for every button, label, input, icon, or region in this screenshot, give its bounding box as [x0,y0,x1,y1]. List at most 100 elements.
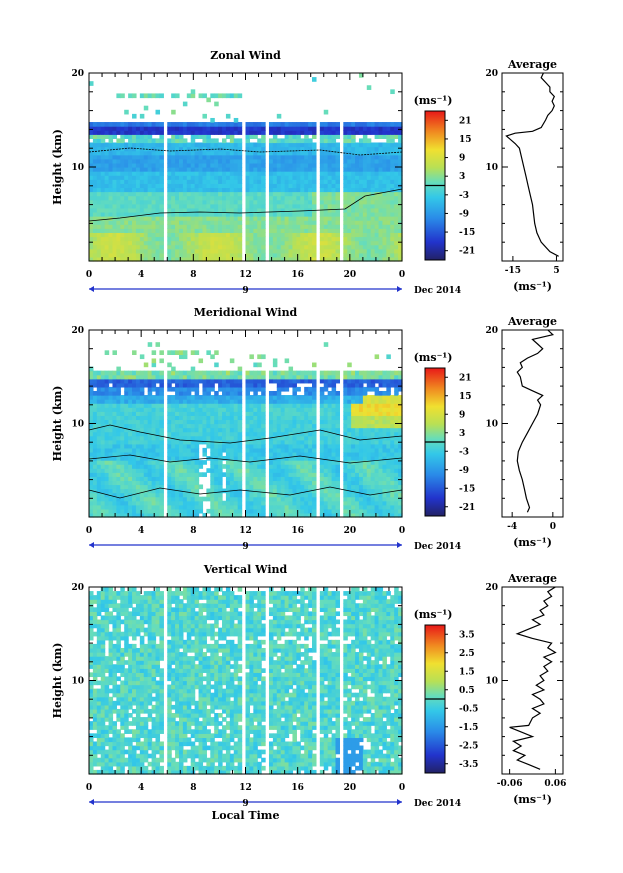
colorbar-tick-label: -0.5 [459,704,478,714]
y-tick-label: 20 [71,326,84,336]
colorbar-tick-label: -2.5 [459,741,478,751]
profile-y-tick-label: 10 [485,677,498,687]
colorbar-tick-label: 21 [459,116,472,126]
x-tick-label: 0 [86,783,92,793]
plot-title: Vertical Wind [203,563,288,576]
colorbar-tick-label: -15 [459,484,475,494]
plot-title: Zonal Wind [210,49,281,62]
zero-contour [88,188,403,222]
mid-contour [88,454,403,464]
date-span-arrow [397,286,402,292]
zero-contour [88,424,403,444]
profile-frame [501,586,564,775]
y-axis-label: Height (km) [51,643,64,719]
y-tick-label: 20 [71,69,84,79]
date-span-arrow [89,286,94,292]
colorbar-tick-label: 15 [459,392,472,402]
profile-x-tick-label: 0.06 [544,779,566,789]
profile-line [505,72,559,257]
x-tick-label: 12 [239,783,252,793]
x-tick-label: 0 [86,526,92,536]
colorbar-tick-label: -21 [459,503,475,513]
x-tick-label: 4 [138,783,144,793]
x-tick-label: 20 [344,783,357,793]
profile-x-tick-label: -15 [505,266,521,276]
x-tick-label: 8 [190,526,196,536]
profile-y-tick-label: 20 [485,583,498,593]
profile-y-tick-label: 20 [485,69,498,79]
colorbar-tick-label: 9 [459,410,465,420]
x-tick-label: 16 [291,270,304,280]
panel-3: Vertical Wind 0 4 8 12 16 20 0 20 10 Height (km) 9 D… [51,563,566,822]
month-label: Dec 2014 [414,286,461,296]
colorbar-tick-label: 21 [459,373,472,383]
heatmap-field [89,342,403,518]
colorbar-tick-label: -9 [459,209,469,219]
profile-x-tick-label: 5 [553,266,559,276]
profile-title: Average [507,315,557,328]
colorbar-tick-label: 9 [459,154,465,164]
profile-line [516,329,555,513]
profile-x-tick-label: -0.06 [497,779,523,789]
y-tick-label: 10 [71,677,84,687]
x-tick-label: 16 [291,783,304,793]
colorbar-tick-label: 3 [459,172,465,182]
date-span-arrow [397,542,402,548]
colorbar-tick-label: -9 [459,466,469,476]
profile-x-label: (ms⁻¹) [513,280,552,293]
date-span-arrow [397,799,402,805]
upper-contour [88,147,403,156]
x-tick-label: 8 [190,270,196,280]
y-axis-label: Height (km) [51,129,64,205]
colorbar-tick-label: -3.5 [459,760,478,770]
date-span-arrow [89,799,94,805]
x-tick-label: 4 [138,526,144,536]
date-label: 9 [242,542,248,552]
heatmap-field [89,73,403,262]
profile-title: Average [507,58,557,71]
month-label: Dec 2014 [414,799,461,809]
colorbar-unit: (ms⁻¹) [414,94,453,107]
panel-1: Zonal Wind 0 4 8 12 16 20 0 20 10 Height (km) 9 Dec … [51,49,564,296]
y-tick-label: 10 [71,420,84,430]
x-tick-label: 0 [399,783,405,793]
y-tick-label: 10 [71,163,84,173]
profile-y-tick-label: 10 [485,163,498,173]
x-tick-label: 12 [239,270,252,280]
x-tick-label: 8 [190,783,196,793]
y-axis-label: Height (km) [51,386,64,462]
panel-2: Meridional Wind 0 4 8 12 16 20 0 20 10 Height (km)… [51,306,564,552]
profile-title: Average [507,572,557,585]
colorbar-unit: (ms⁻¹) [414,351,453,364]
profile-x-tick-label: -4 [507,522,517,532]
lower-contour [88,486,403,499]
profile-frame [501,72,564,262]
heatmap-field [89,587,403,775]
date-label: 9 [242,799,248,809]
date-label: 9 [242,286,248,296]
x-tick-label: 16 [291,526,304,536]
x-tick-label: 20 [344,270,357,280]
colorbar-tick-label: 3.5 [459,630,475,640]
profile-x-tick-label: 0 [550,522,556,532]
x-tick-label: 4 [138,270,144,280]
y-tick-label: 20 [71,583,84,593]
colorbar-tick-label: 3 [459,429,465,439]
plot-title: Meridional Wind [194,306,298,319]
x-tick-label: 0 [399,270,405,280]
profile-line [509,586,557,770]
x-tick-label: 12 [239,526,252,536]
profile-y-tick-label: 10 [485,420,498,430]
colorbar-tick-label: 15 [459,135,472,145]
x-tick-label: 20 [344,526,357,536]
colorbar-tick-label: 2.5 [459,649,475,659]
colorbar-tick-label: -3 [459,191,469,201]
colorbar-tick-label: 1.5 [459,667,475,677]
month-label: Dec 2014 [414,542,461,552]
profile-x-label: (ms⁻¹) [513,793,552,806]
profile-x-label: (ms⁻¹) [513,536,552,549]
x-tick-label: 0 [399,526,405,536]
colorbar-unit: (ms⁻¹) [414,608,453,621]
colorbar-tick-label: -21 [459,247,475,257]
